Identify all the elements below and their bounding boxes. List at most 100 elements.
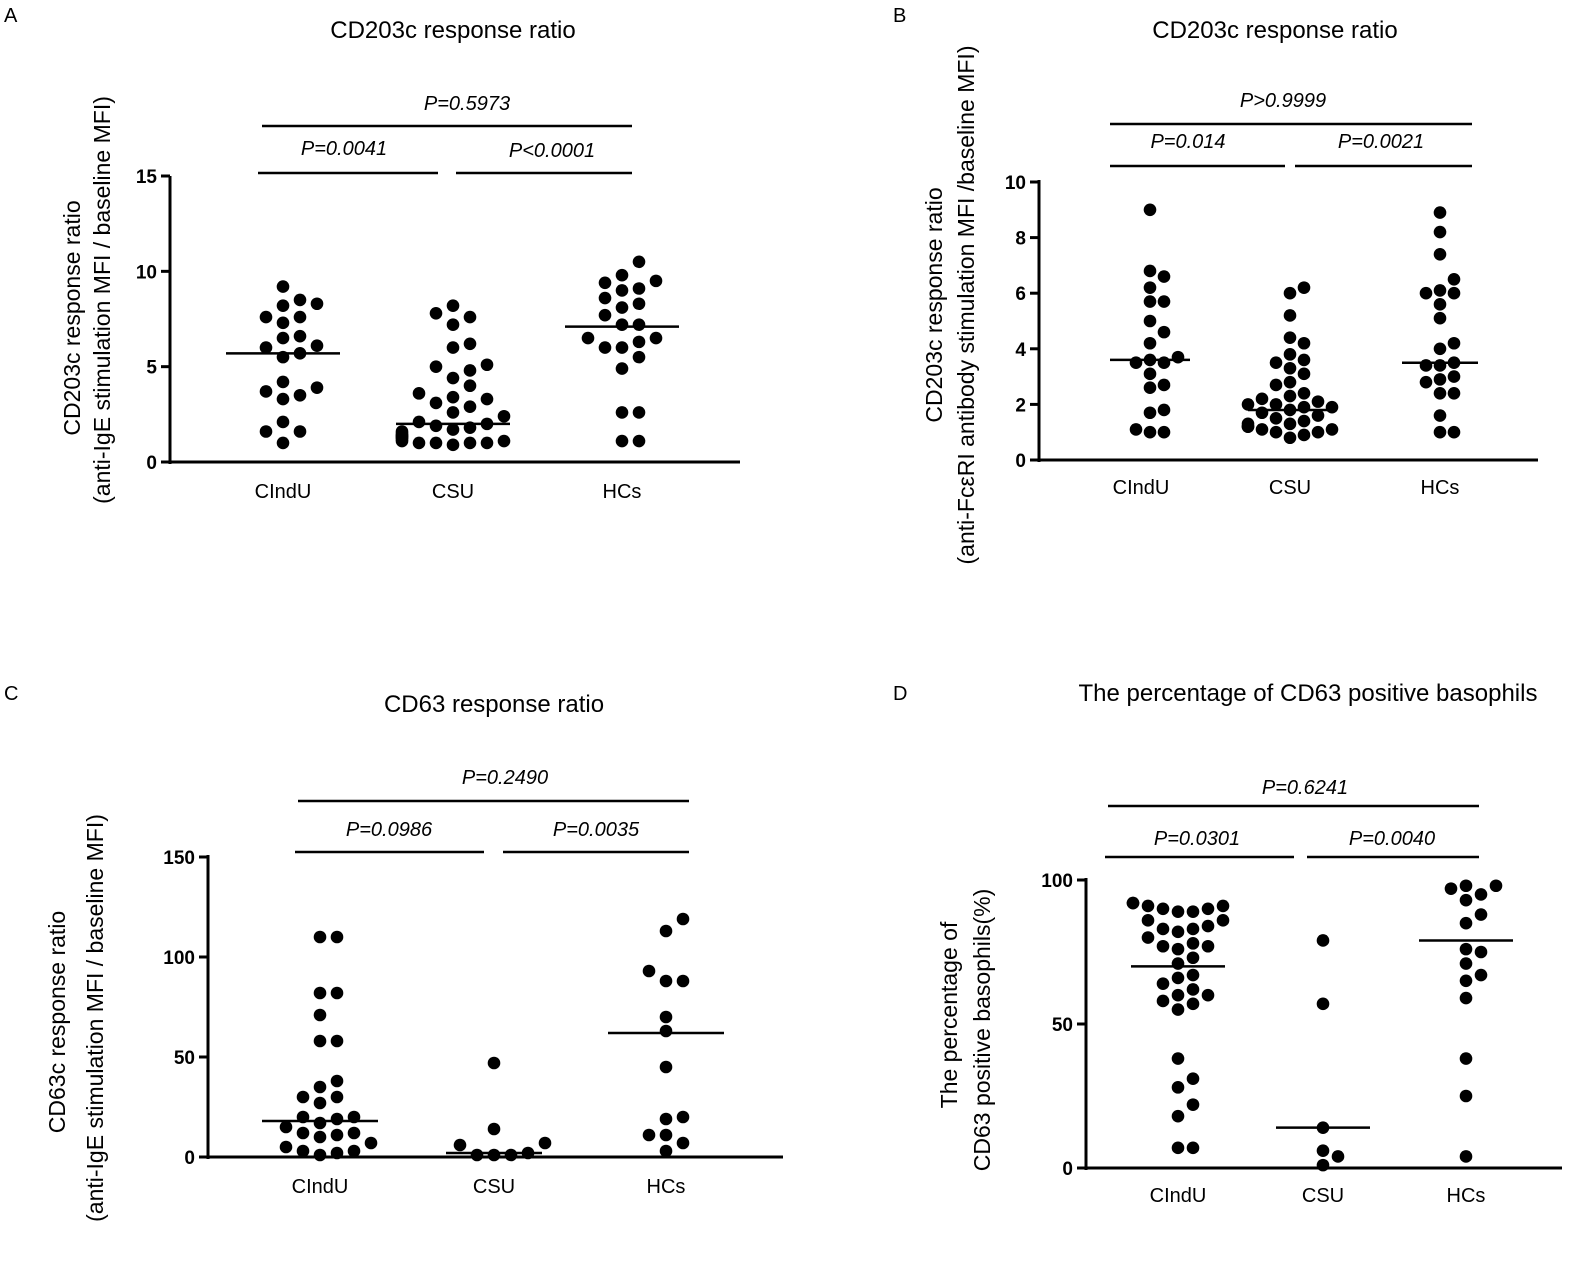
panel-c-data-point xyxy=(659,1128,673,1142)
panel-d-data-point xyxy=(1459,916,1473,930)
panel-d-data-point xyxy=(1216,914,1230,927)
panel-d-title: The percentage of CD63 positive basophil… xyxy=(1079,680,1538,707)
panel-a-data-point xyxy=(293,310,307,324)
panel-a-data-point xyxy=(446,423,460,436)
panel-letter-d: D xyxy=(893,683,907,705)
panel-c-data-point xyxy=(642,964,656,978)
panel-a-ytick-label: 10 xyxy=(136,262,157,283)
panel-a-data-point xyxy=(293,425,307,438)
panel-b-data-point xyxy=(1171,350,1185,364)
panel-a-data-point xyxy=(598,341,612,354)
panel-a-p-value: P=0.5973 xyxy=(424,93,510,115)
panel-a-ylabel-line1: CD203c response ratio xyxy=(59,200,85,435)
panel-c-category-label: CIndU xyxy=(292,1176,349,1198)
panel-a-data-point xyxy=(412,436,426,450)
panel-d-data-point xyxy=(1316,934,1330,947)
panel-b-data-point xyxy=(1283,286,1297,300)
panel-b-ytick-label: 6 xyxy=(1015,284,1026,305)
panel-a-data-point xyxy=(276,299,290,312)
panel-c-data-point xyxy=(676,912,690,926)
panel-b-data-point xyxy=(1325,400,1339,414)
panel-d-p-value: P=0.6241 xyxy=(1262,777,1348,799)
panel-c-data-point xyxy=(313,1008,327,1022)
panel-a-data-point xyxy=(615,341,629,354)
panel-b-data-point xyxy=(1419,375,1433,389)
panel-b-data-point xyxy=(1297,428,1311,442)
panel-b-data-point xyxy=(1241,398,1255,411)
panel-a-ytick-label: 15 xyxy=(136,167,158,188)
panel-a-data-point xyxy=(632,434,646,448)
panel-d-data-point xyxy=(1474,888,1488,901)
panel-c-category-label: CSU xyxy=(473,1176,515,1198)
panel-b-ylabel-line1: CD203c response ratio xyxy=(921,187,947,422)
panel-b: B CD203c response ratio CD203c response … xyxy=(893,5,1538,564)
panel-c-data-point xyxy=(313,986,327,1000)
panel-a-data-point xyxy=(480,358,494,372)
panel-b-data-point xyxy=(1255,406,1269,420)
panel-a-data-point xyxy=(293,293,307,307)
panel-c-medians xyxy=(262,1031,724,1155)
panel-b-data-point xyxy=(1297,353,1311,367)
panel-a-data-point xyxy=(581,331,595,345)
panel-b-data-point xyxy=(1283,331,1297,344)
panel-a-data-point xyxy=(446,299,460,312)
panel-b-data-point xyxy=(1143,336,1157,350)
panel-c-data-point xyxy=(676,974,690,988)
panel-a-data-point xyxy=(446,318,460,332)
panel-c-data-point xyxy=(313,1148,327,1162)
panel-c-data-point xyxy=(296,1090,310,1104)
panel-b-title: CD203c response ratio xyxy=(1152,17,1397,44)
panel-c-data-point xyxy=(470,1148,484,1162)
panel-b-data-point xyxy=(1447,273,1461,286)
panel-b-data-point xyxy=(1157,378,1171,392)
panel-d-data-point xyxy=(1201,919,1215,933)
panel-d-data-point xyxy=(1474,945,1488,959)
panel-b-category-label: CIndU xyxy=(1113,477,1170,499)
panel-c-categories: CIndU CSU HCs xyxy=(292,1176,686,1198)
panel-c-ytick-label: 100 xyxy=(163,948,195,969)
panel-b-data-point xyxy=(1433,206,1447,219)
panel-a-data-point xyxy=(598,291,612,305)
panel-c-data-point xyxy=(330,986,344,1000)
panel-d-data-point xyxy=(1186,1098,1200,1111)
panel-d-data-point xyxy=(1186,997,1200,1011)
panel-c: C CD63 response ratio CD63c response rat… xyxy=(4,683,783,1222)
panel-b-data-point xyxy=(1433,298,1447,311)
panel-c-data-point xyxy=(659,1010,673,1024)
panel-d-data-point xyxy=(1171,1003,1185,1016)
panel-a-data-point xyxy=(649,274,663,288)
panel-d-data-point xyxy=(1171,925,1185,939)
panel-d-data-point xyxy=(1316,997,1330,1011)
panel-a-p-value: P=0.0041 xyxy=(301,138,387,160)
panel-b-data-point xyxy=(1283,431,1297,445)
panel-d-p-value: P=0.0301 xyxy=(1154,828,1240,850)
panel-d-data-point xyxy=(1126,896,1140,910)
panel-c-data-point xyxy=(487,1056,501,1070)
panel-d-data-point xyxy=(1459,991,1473,1005)
panel-d-data-point xyxy=(1141,931,1155,944)
panel-b-data-point xyxy=(1143,295,1157,308)
panel-a-ytick-label: 5 xyxy=(146,358,157,379)
panel-d-data-point xyxy=(1186,1141,1200,1155)
panel-d-data-point xyxy=(1459,879,1473,893)
panel-d-data-point xyxy=(1331,1150,1345,1163)
panel-c-data-point xyxy=(659,1144,673,1158)
panel-b-data-point xyxy=(1269,425,1283,439)
panel-b-data-point xyxy=(1255,392,1269,406)
panel-c-data-point xyxy=(487,1122,501,1136)
panel-letter-c: C xyxy=(4,683,18,705)
panel-d-data-point xyxy=(1489,879,1503,893)
panel-b-data-point xyxy=(1433,359,1447,372)
panel-b-yticks: 0 2 4 6 8 10 xyxy=(1005,173,1039,472)
panel-d-data-point xyxy=(1186,905,1200,918)
panel-d-data-point xyxy=(1141,914,1155,927)
panel-a-data-point xyxy=(276,436,290,450)
panel-b-ytick-label: 4 xyxy=(1015,340,1026,361)
panel-b-data-point xyxy=(1129,423,1143,436)
panel-a-data-point xyxy=(259,385,273,398)
panel-d-data-point xyxy=(1459,1089,1473,1103)
panel-d-data-point xyxy=(1156,922,1170,936)
panel-a-data-point xyxy=(598,276,612,290)
panel-a-data-point xyxy=(632,282,646,295)
panel-b-data-point xyxy=(1433,373,1447,386)
